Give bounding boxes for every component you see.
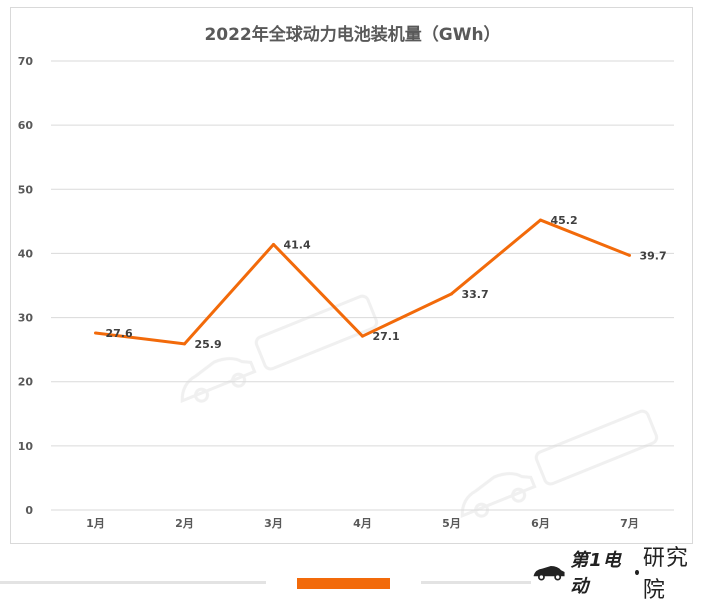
brand-separator-dot bbox=[634, 569, 639, 575]
brand-logo-text: 第1电动 bbox=[570, 550, 622, 597]
data-label: 27.1 bbox=[373, 330, 400, 343]
car-logo-icon bbox=[533, 566, 565, 581]
data-point bbox=[94, 331, 97, 335]
x-tick-label: 6月 bbox=[531, 517, 550, 530]
x-tick-label: 7月 bbox=[620, 517, 639, 530]
x-tick-labels: 1月 2月 3月 4月 5月 6月 7月 bbox=[86, 517, 639, 530]
y-tick-label: 0 bbox=[25, 504, 33, 517]
line-chart: 0 10 20 30 40 50 60 70 1月 2月 3月 4月 5月 6月 7月 27.6 25.9 4… bbox=[18, 55, 674, 530]
brand: 第1电动 研究院 bbox=[532, 546, 702, 603]
brand-suffix: 研究院 bbox=[642, 546, 689, 603]
x-tick-label: 2月 bbox=[175, 517, 194, 530]
y-tick-label: 40 bbox=[18, 247, 34, 260]
data-point bbox=[539, 218, 542, 222]
x-tick-label: 1月 bbox=[86, 517, 105, 530]
y-tick-label: 70 bbox=[18, 55, 34, 68]
footer-accent-bar bbox=[297, 578, 390, 589]
footer-divider-left bbox=[0, 581, 266, 584]
data-label: 45.2 bbox=[551, 214, 578, 227]
data-point bbox=[628, 253, 631, 257]
series-line bbox=[95, 218, 631, 346]
y-tick-label: 10 bbox=[18, 440, 34, 453]
chart-title: 2022年全球动力电池装机量（GWh） bbox=[204, 25, 501, 45]
data-label: 41.4 bbox=[284, 238, 311, 251]
data-label: 25.9 bbox=[195, 338, 222, 351]
data-label: 27.6 bbox=[106, 327, 133, 340]
data-points bbox=[94, 218, 631, 346]
watermark-logo-icon bbox=[460, 409, 659, 519]
chart-frame: 2022年全球动力电池装机量（GWh） 0 10 20 30 40 50 60 70 1月 2月… bbox=[10, 7, 693, 544]
y-tick-label: 60 bbox=[18, 119, 34, 132]
data-point bbox=[183, 342, 186, 346]
y-tick-label: 30 bbox=[18, 312, 34, 325]
grid bbox=[51, 60, 674, 511]
data-labels: 27.6 25.9 41.4 27.1 33.7 45.2 39.7 bbox=[106, 214, 667, 351]
y-tick-label: 50 bbox=[18, 183, 34, 196]
x-tick-label: 3月 bbox=[264, 517, 283, 530]
data-point bbox=[361, 334, 364, 338]
y-tick-labels: 0 10 20 30 40 50 60 70 bbox=[18, 55, 34, 517]
data-point bbox=[272, 242, 275, 246]
data-label: 39.7 bbox=[640, 249, 667, 262]
footer-divider-right bbox=[421, 581, 531, 584]
x-tick-label: 5月 bbox=[442, 517, 461, 530]
data-point bbox=[450, 292, 453, 296]
watermark bbox=[180, 294, 659, 519]
y-tick-label: 20 bbox=[18, 376, 34, 389]
watermark-logo-icon bbox=[180, 294, 379, 404]
x-tick-label: 4月 bbox=[353, 517, 372, 530]
data-label: 33.7 bbox=[462, 288, 489, 301]
